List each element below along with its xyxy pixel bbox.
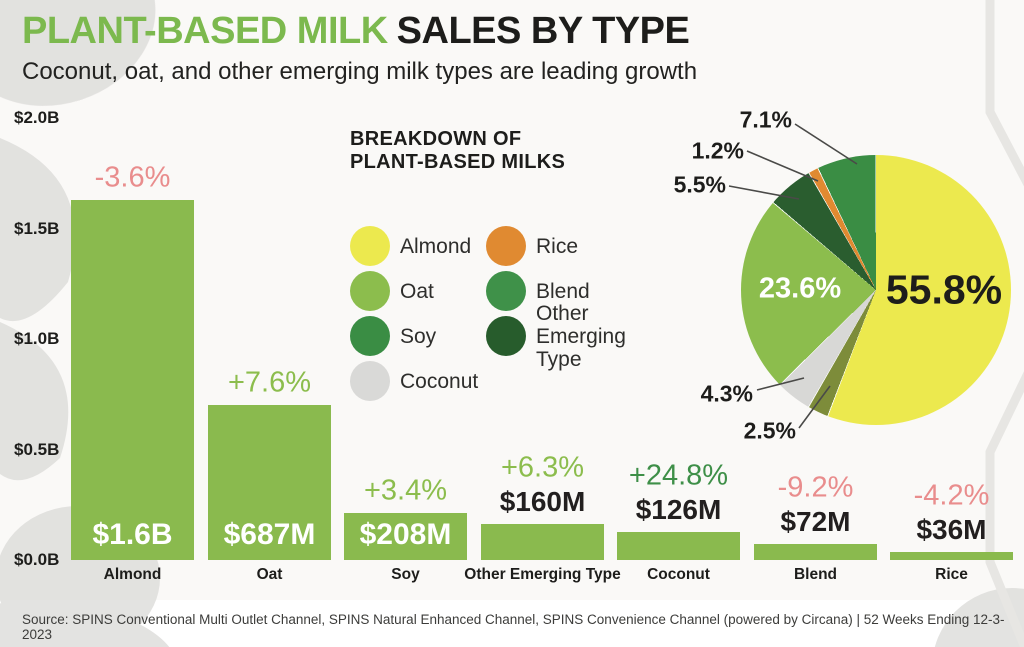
bar-oat — [208, 405, 331, 560]
pie-callout-label-soy: 7.1% — [739, 106, 792, 133]
pie-slice-label-oat: 23.6% — [758, 272, 842, 305]
legend-swatch-blend — [486, 271, 526, 311]
bar-change-label: +3.4% — [363, 474, 448, 507]
y-axis-tick-label: $0.5B — [14, 439, 60, 459]
legend-item-label: Blend — [536, 279, 590, 303]
pie-legend: BREAKDOWN OF PLANT-BASED MILKS Almond Ric… — [350, 128, 626, 401]
bar-soy — [344, 513, 467, 560]
bar-change-label: +7.6% — [227, 366, 312, 399]
legend-swatch-coconut — [350, 361, 390, 401]
title-rest: SALES BY TYPE — [396, 10, 690, 52]
legend-item-label: Almond — [400, 234, 472, 258]
legend-item-label: Other Emerging Type — [536, 301, 626, 371]
pie-slice-label-almond: 55.8% — [885, 266, 1003, 313]
bar-category-label: Almond — [103, 566, 162, 583]
bar-category-label: Blend — [793, 566, 838, 583]
y-axis-tick-label: $2.0B — [14, 108, 60, 127]
legend-item-label: Rice — [536, 234, 579, 258]
bar-value-label: $1.6B — [92, 518, 173, 551]
pie-callout-label-coconut: 4.3% — [700, 380, 753, 407]
bar-other-emerging-type — [481, 524, 604, 560]
bar-rice — [890, 552, 1013, 560]
legend-item-label: Soy — [400, 324, 437, 348]
y-axis-tick-label: $0.0B — [14, 550, 60, 569]
pie-callout-label-rice: 1.2% — [691, 137, 744, 164]
page-subtitle: Coconut, oat, and other emerging milk ty… — [22, 58, 698, 85]
bar-value-label: $36M — [916, 514, 987, 545]
bar-category-label: Other Emerging Type — [464, 566, 621, 583]
legend-title: BREAKDOWN OF PLANT-BASED MILKS — [350, 128, 566, 173]
header: PLANT-BASED MILK SALES BY TYPE Coconut, o… — [22, 10, 697, 86]
legend-item-label: Oat — [400, 279, 434, 303]
legend-swatch-oat — [350, 271, 390, 311]
bar-value-label: $160M — [499, 486, 586, 517]
bar-category-label: Coconut — [647, 566, 710, 583]
bar-change-label: -4.2% — [913, 479, 990, 512]
bar-almond — [71, 200, 194, 560]
bar-value-label: $687M — [223, 518, 316, 551]
bar-change-label: +24.8% — [628, 459, 729, 492]
legend-swatch-rice — [486, 226, 526, 266]
legend-swatch-almond — [350, 226, 390, 266]
source-text: Source: SPINS Conventional Multi Outlet … — [22, 612, 1005, 642]
bar-blend — [754, 544, 877, 560]
legend-item-label: Coconut — [400, 369, 479, 393]
bar-category-label: Oat — [256, 566, 283, 583]
bar-value-label: $208M — [359, 518, 452, 551]
title-highlight: PLANT-BASED MILK — [22, 10, 388, 52]
legend-swatch-soy — [350, 316, 390, 356]
pie-callout-label-other-emerging-type: 5.5% — [673, 171, 726, 198]
bar-change-label: -9.2% — [777, 471, 854, 504]
pie-callout-label-blend: 2.5% — [743, 417, 796, 444]
bar-change-label: +6.3% — [500, 451, 585, 484]
bar-value-label: $126M — [635, 494, 722, 525]
bar-value-label: $72M — [780, 506, 851, 537]
bar-category-label: Rice — [935, 566, 968, 583]
bar-change-label: -3.6% — [94, 161, 171, 194]
footer-strip — [0, 600, 1024, 647]
page-title: PLANT-BASED MILK SALES BY TYPE — [22, 10, 697, 52]
bar-coconut — [617, 532, 740, 560]
y-axis-tick-label: $1.0B — [14, 329, 60, 348]
legend-swatch-other — [486, 316, 526, 356]
y-axis-tick-label: $1.5B — [14, 218, 60, 238]
bar-category-label: Soy — [391, 566, 420, 583]
